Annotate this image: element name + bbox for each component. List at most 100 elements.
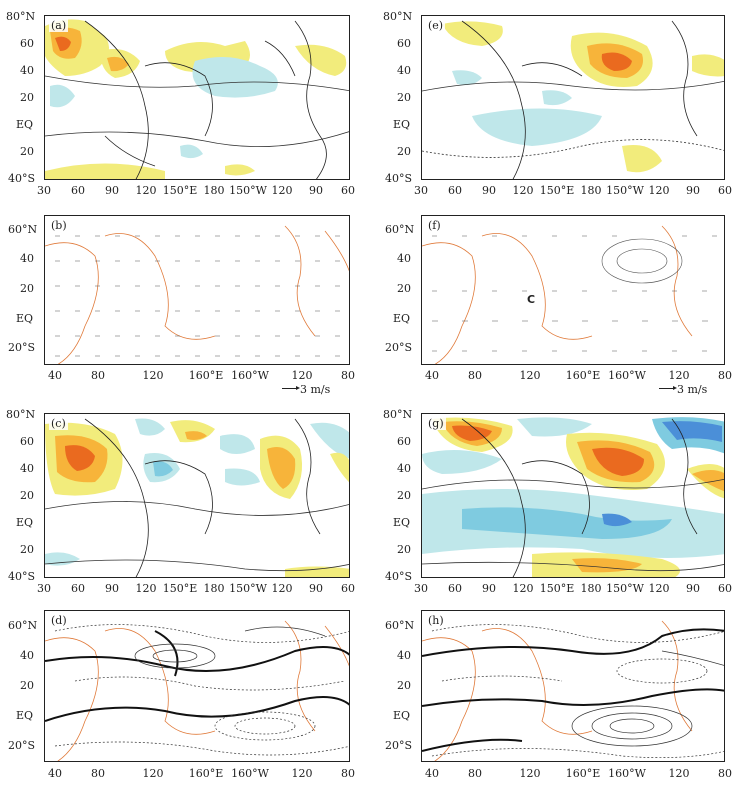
y-tick: EQ <box>393 118 411 131</box>
x-tick: 120 <box>648 184 670 197</box>
x-tick: 150°W <box>606 184 644 197</box>
y-tick: 20°S <box>8 341 36 354</box>
x-tick: 40 <box>48 369 62 382</box>
panel-g: (g) 80°N 60 40 20 EQ 20 40°S 30 60 90 12… <box>373 405 746 595</box>
panel-label: (h) <box>426 614 446 627</box>
x-tick: 150°E <box>539 582 575 595</box>
y-tick: 40°S <box>385 570 413 583</box>
x-tick: 60 <box>341 582 355 595</box>
y-tick: EQ <box>16 516 34 529</box>
y-tick: EQ <box>393 709 411 722</box>
panel-h: (h) 60°N 40 20 EQ 20°S 40 80 120 160°E 1… <box>373 595 746 789</box>
x-tick: 80 <box>91 767 105 780</box>
scale-value: 3 <box>677 383 684 396</box>
x-tick: 120 <box>135 184 157 197</box>
y-tick: 60°N <box>385 223 415 236</box>
x-tick: 160°W <box>231 369 269 382</box>
map-frame: (c) <box>44 413 350 578</box>
map-frame: (g) <box>421 413 725 578</box>
panel-label: (c) <box>49 417 68 430</box>
panel-b: (b) 60°N 40 20 EQ 20°S 40 80 120 160°E 1… <box>0 200 373 405</box>
y-tick: EQ <box>16 312 34 325</box>
map-svg <box>422 414 724 577</box>
y-tick: 40°S <box>8 570 36 583</box>
panel-c: (c) 80°N 60 40 20 EQ 20 40°S 30 60 90 12… <box>0 405 373 595</box>
vector-scale: 3 m/s <box>659 383 707 396</box>
y-tick: 40 <box>20 252 34 265</box>
y-tick: EQ <box>16 709 34 722</box>
x-tick: 30 <box>414 582 428 595</box>
x-tick: 60 <box>71 582 85 595</box>
x-tick: 150°W <box>229 582 267 595</box>
panel-label: (d) <box>49 614 69 627</box>
x-tick: 150°W <box>606 582 644 595</box>
x-tick: 160°E <box>188 767 224 780</box>
x-tick: 150°E <box>162 582 198 595</box>
y-tick: 60 <box>397 37 411 50</box>
y-tick: 20 <box>20 489 34 502</box>
x-tick: 120 <box>291 369 313 382</box>
y-tick: 60°N <box>8 619 38 632</box>
x-tick: 120 <box>291 767 313 780</box>
panel-label: (e) <box>426 19 446 32</box>
scale-arrow-icon <box>659 386 677 390</box>
x-tick: 80 <box>718 369 732 382</box>
x-tick: 90 <box>309 582 323 595</box>
x-tick: 90 <box>686 184 700 197</box>
y-tick: 80°N <box>6 408 36 421</box>
x-tick: 60 <box>341 184 355 197</box>
x-tick: 80 <box>468 767 482 780</box>
x-tick: 80 <box>718 767 732 780</box>
x-tick: 160°W <box>608 369 646 382</box>
x-tick: 80 <box>341 369 355 382</box>
x-tick: 150°E <box>162 184 198 197</box>
x-tick: 40 <box>425 767 439 780</box>
y-tick: EQ <box>16 118 34 131</box>
x-tick: 120 <box>519 369 541 382</box>
map-svg <box>45 418 349 577</box>
vector-scale: 3 m/s <box>282 383 330 396</box>
y-tick: 80°N <box>6 10 36 23</box>
x-tick: 120 <box>668 767 690 780</box>
x-tick: 160°E <box>188 369 224 382</box>
scale-unit: m/s <box>310 383 331 396</box>
panel-label: (f) <box>426 219 443 232</box>
y-tick: 20 <box>397 145 411 158</box>
y-tick: 40 <box>397 649 411 662</box>
x-tick: 30 <box>37 184 51 197</box>
x-tick: 90 <box>482 582 496 595</box>
scale-arrow-icon <box>282 386 300 390</box>
y-tick: 60°N <box>8 223 38 236</box>
y-tick: 40 <box>20 64 34 77</box>
contour-map <box>422 620 724 761</box>
map-svg <box>422 20 724 179</box>
y-tick: 40 <box>397 64 411 77</box>
y-tick: 20°S <box>8 739 36 752</box>
y-tick: 20°S <box>385 341 413 354</box>
x-tick: 150°E <box>539 184 575 197</box>
y-tick: 20 <box>20 282 34 295</box>
panel-a: (a) 80°N 60 40 20 EQ 20 40°S 30 60 90 12… <box>0 0 373 200</box>
y-tick: 20 <box>397 543 411 556</box>
y-tick: 20 <box>20 679 34 692</box>
x-tick: 180 <box>580 184 602 197</box>
x-tick: 160°W <box>231 767 269 780</box>
y-tick: 20 <box>20 145 34 158</box>
x-tick: 120 <box>135 582 157 595</box>
x-tick: 80 <box>468 369 482 382</box>
x-tick: 60 <box>448 184 462 197</box>
map-frame: (d) <box>44 610 350 762</box>
x-tick: 180 <box>580 582 602 595</box>
x-tick: 60 <box>718 582 732 595</box>
y-tick: 60°N <box>385 619 415 632</box>
map-frame: (h) <box>421 610 725 762</box>
y-tick: EQ <box>393 516 411 529</box>
y-tick: 60 <box>397 435 411 448</box>
y-tick: 40 <box>397 252 411 265</box>
panel-label: (g) <box>426 417 446 430</box>
scale-unit: m/s <box>687 383 708 396</box>
x-tick: 80 <box>341 767 355 780</box>
x-tick: 90 <box>309 184 323 197</box>
panel-e: (e) 80°N 60 40 20 EQ 20 40°S 30 60 90 12… <box>373 0 746 200</box>
y-tick: 60 <box>20 435 34 448</box>
